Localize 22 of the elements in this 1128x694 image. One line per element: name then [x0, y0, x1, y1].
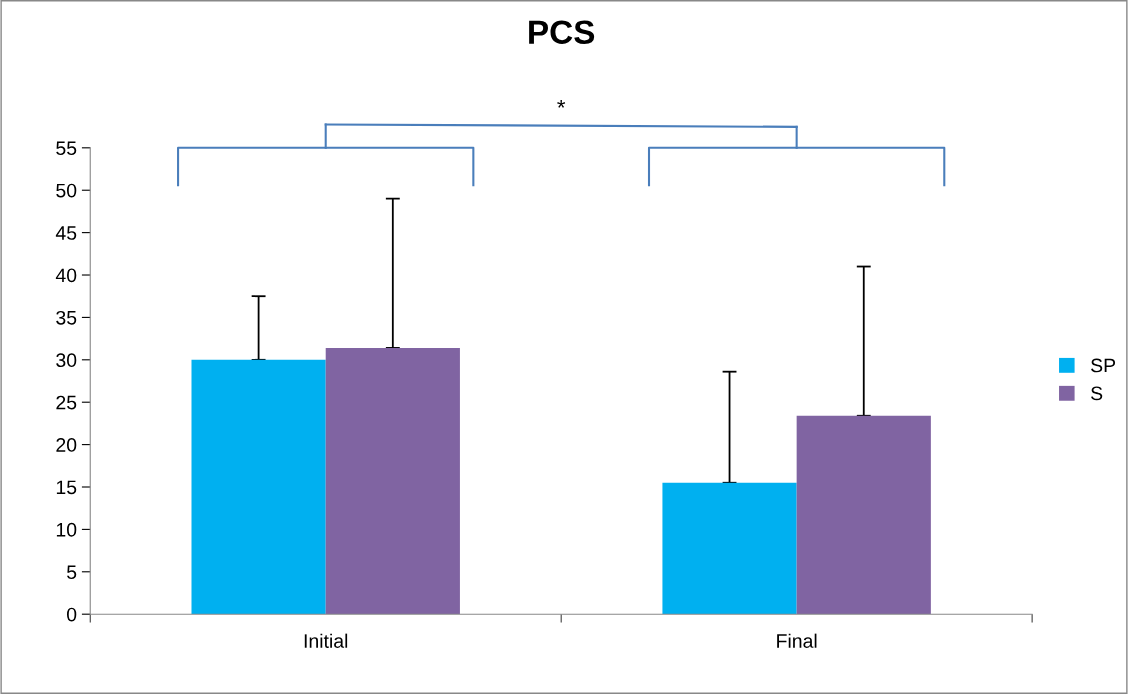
- y-tick-label: 50: [56, 183, 77, 198]
- bar: [796, 415, 931, 615]
- y-tick-label: 25: [56, 395, 77, 410]
- y-tick-label: 35: [56, 310, 77, 325]
- y-tick-label: 20: [56, 438, 77, 452]
- y-tick-label: 40: [55, 268, 77, 283]
- legend-label: SP: [1091, 358, 1116, 373]
- y-tick-label: 55: [56, 141, 77, 156]
- y-tick-label: 5: [67, 565, 77, 580]
- x-tick-label: Final: [777, 633, 817, 648]
- y-tick-label: 45: [55, 226, 77, 240]
- legend-label: S: [1091, 386, 1103, 401]
- y-tick-label: 15: [56, 480, 77, 495]
- x-tick-label: Initial: [304, 633, 348, 648]
- bar: [325, 347, 460, 615]
- bar: [662, 482, 797, 615]
- text: *: [557, 99, 566, 108]
- y-tick-label: 30: [56, 353, 77, 368]
- y-tick-label: 0: [66, 607, 77, 622]
- bar: [191, 359, 326, 615]
- chart-title: PCS: [529, 20, 595, 44]
- y-tick-label: 10: [56, 522, 77, 537]
